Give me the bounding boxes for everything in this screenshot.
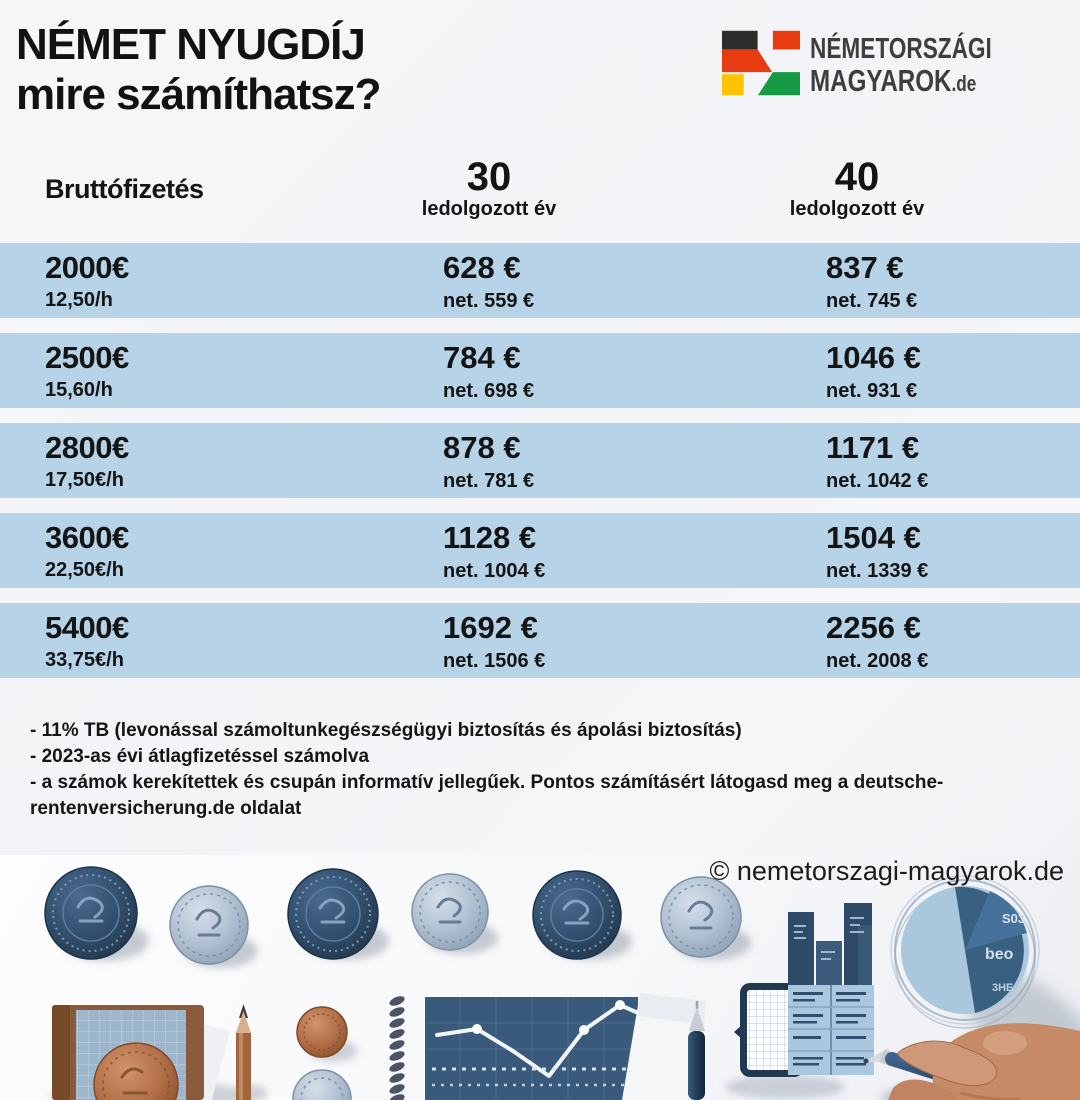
pension-40y: 837 € bbox=[826, 250, 904, 285]
gross-salary: 5400€ bbox=[45, 610, 129, 645]
pension-30y-net: net. 698 € bbox=[443, 380, 535, 402]
table-row: 2500€ 15,60/h 784 € net. 698 € 1046 € ne… bbox=[0, 333, 1080, 408]
coin-icon bbox=[532, 870, 622, 960]
small-copper-coin-icon bbox=[296, 1006, 358, 1062]
site-logo: NÉMETORSZÁGI MAGYAROK.de bbox=[722, 30, 1043, 99]
pencil-icon bbox=[236, 1004, 268, 1100]
logo-line1: NÉMETORSZÁGI bbox=[810, 33, 992, 65]
logo-line2: MAGYAROK.de bbox=[810, 65, 992, 99]
gross-salary: 2800€ bbox=[45, 430, 129, 465]
pension-30y: 878 € bbox=[443, 430, 521, 465]
pension-40y-net: net. 2008 € bbox=[826, 650, 929, 672]
pension-30y: 628 € bbox=[443, 250, 521, 285]
paper-sheet bbox=[622, 993, 706, 1100]
coin-icon bbox=[169, 885, 249, 965]
decorative-illustration: S03 beo 3HE bbox=[0, 855, 1080, 1100]
coin-shadows bbox=[61, 921, 751, 968]
pension-30y: 784 € bbox=[443, 340, 521, 375]
footnote: - 2023-as évi átlagfizetéssel számolva bbox=[30, 746, 370, 767]
logo-line2-main: MAGYAROK bbox=[810, 63, 952, 98]
coin-icon bbox=[660, 876, 742, 958]
pension-40y-net: net. 745 € bbox=[826, 290, 918, 312]
gross-salary: 3600€ bbox=[45, 520, 129, 555]
pension-40y: 1504 € bbox=[826, 520, 921, 555]
logo-n-flag-icon bbox=[722, 30, 800, 96]
pension-30y: 1692 € bbox=[443, 610, 538, 645]
data-table-icon bbox=[788, 985, 874, 1075]
pension-40y: 1046 € bbox=[826, 340, 921, 375]
column-header-40-number: 40 bbox=[834, 155, 880, 199]
pension-30y-net: net. 1004 € bbox=[443, 560, 546, 582]
illustration-canvas: S03 beo 3HE bbox=[44, 866, 1080, 1100]
pension-30y-net: net. 1506 € bbox=[443, 650, 546, 672]
pension-40y-net: net. 1042 € bbox=[826, 470, 929, 492]
bar-chart-icon bbox=[788, 903, 872, 985]
hourly-rate: 17,50€/h bbox=[45, 469, 124, 491]
hourly-rate: 15,60/h bbox=[45, 379, 113, 401]
page-title: NÉMET NYUGDÍJ mire számíthatsz? bbox=[16, 20, 381, 120]
page-title-line2: mire számíthatsz? bbox=[16, 70, 381, 119]
column-header-40-years: 40 ledolgozott év bbox=[747, 156, 967, 220]
column-header-gross: Bruttófizetés bbox=[45, 174, 204, 204]
column-header-30-number: 30 bbox=[466, 155, 512, 199]
column-header-30-label: ledolgozott év bbox=[421, 198, 557, 220]
line-chart-icon bbox=[425, 997, 638, 1100]
footnotes: - 11% TB (levonással számoltunkegészségü… bbox=[30, 718, 1042, 822]
coin-icon bbox=[411, 873, 489, 951]
pension-40y-net: net. 1339 € bbox=[826, 560, 929, 582]
table-row: 3600€ 22,50€/h 1128 € net. 1004 € 1504 €… bbox=[0, 513, 1080, 588]
pie-label-bottom: 3HE bbox=[992, 982, 1013, 994]
small-silver-coin-icon bbox=[292, 1069, 352, 1100]
hourly-rate: 33,75€/h bbox=[45, 649, 124, 671]
pie-label-top: S03 bbox=[1002, 911, 1025, 926]
hand-with-pen-icon bbox=[863, 1023, 1080, 1100]
page-title-line1: NÉMET NYUGDÍJ bbox=[16, 20, 366, 69]
pension-30y: 1128 € bbox=[443, 520, 537, 555]
pension-40y-net: net. 931 € bbox=[826, 380, 918, 402]
pension-30y-net: net. 559 € bbox=[443, 290, 535, 312]
column-header-40-label: ledolgozott év bbox=[789, 198, 925, 220]
gross-salary: 2500€ bbox=[45, 340, 129, 375]
notebook-icon bbox=[50, 1005, 250, 1100]
ballpoint-pen-icon bbox=[688, 1001, 705, 1100]
hourly-rate: 12,50/h bbox=[45, 289, 113, 311]
footnote: - 11% TB (levonással számoltunkegészségü… bbox=[30, 720, 742, 741]
spiral-binding-icon bbox=[389, 996, 405, 1100]
logo-text: NÉMETORSZÁGI MAGYAROK.de bbox=[810, 34, 992, 99]
table-row: 2800€ 17,50€/h 878 € net. 781 € 1171 € n… bbox=[0, 423, 1080, 498]
pension-40y: 1171 € bbox=[826, 430, 920, 465]
coin-icon bbox=[287, 868, 379, 960]
pie-label-mid: beo bbox=[985, 946, 1014, 963]
footnote: - a számok kerekítettek és csupán inform… bbox=[30, 772, 944, 819]
hourly-rate: 22,50€/h bbox=[45, 559, 124, 581]
pension-40y: 2256 € bbox=[826, 610, 921, 645]
table-row: 2000€ 12,50/h 628 € net. 559 € 837 € net… bbox=[0, 243, 1080, 318]
pension-30y-net: net. 781 € bbox=[443, 470, 535, 492]
table-row: 5400€ 33,75€/h 1692 € net. 1506 € 2256 €… bbox=[0, 603, 1080, 678]
logo-line2-suffix: .de bbox=[951, 71, 977, 96]
coin-icon bbox=[44, 866, 138, 960]
gross-salary: 2000€ bbox=[45, 250, 129, 285]
column-header-30-years: 30 ledolgozott év bbox=[379, 156, 599, 220]
copyright-text: © nemetorszagi-magyarok.de bbox=[709, 856, 1064, 886]
